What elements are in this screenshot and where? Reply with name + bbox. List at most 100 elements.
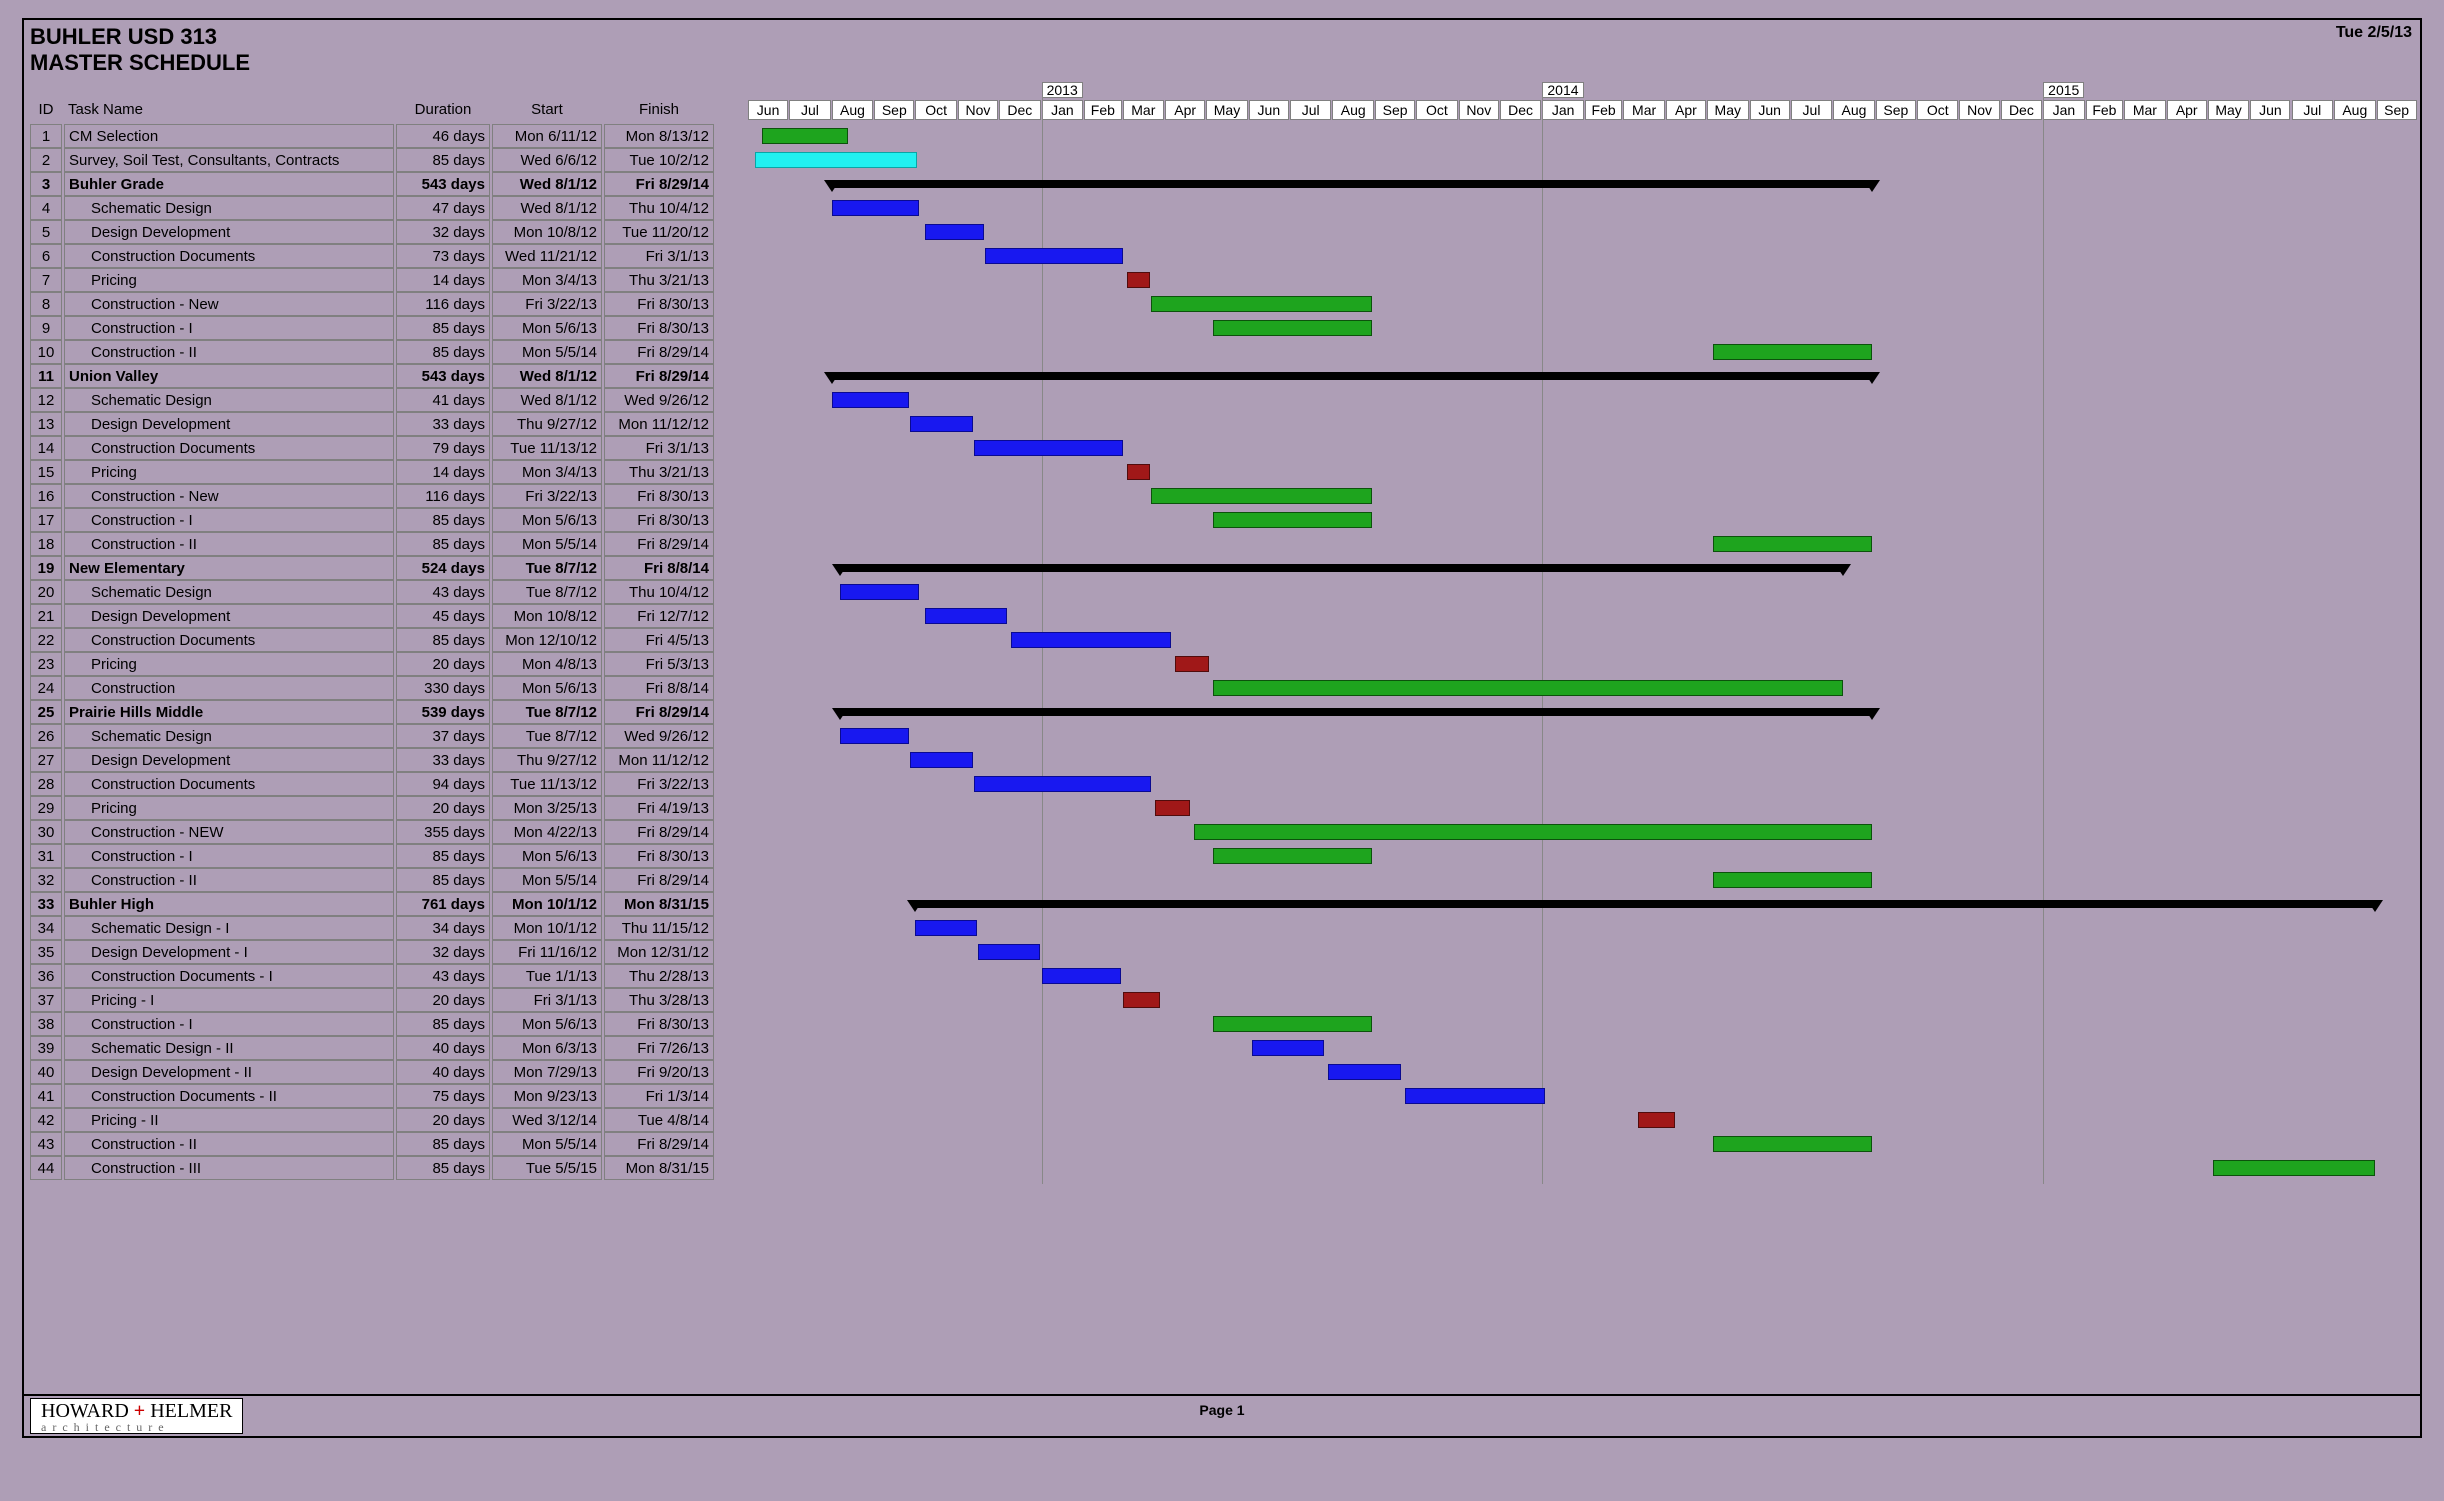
task-bar[interactable] — [1213, 680, 1843, 696]
table-row[interactable]: 3Buhler Grade543 daysWed 8/1/12Fri 8/29/… — [30, 172, 742, 196]
task-bar[interactable] — [2213, 1160, 2375, 1176]
summary-bar[interactable] — [840, 708, 1872, 716]
cell-name: Construction - I — [64, 508, 394, 532]
table-row[interactable]: 13Design Development33 daysThu 9/27/12Mo… — [30, 412, 742, 436]
task-bar[interactable] — [910, 416, 973, 432]
table-row[interactable]: 28Construction Documents94 daysTue 11/13… — [30, 772, 742, 796]
summary-bar[interactable] — [832, 180, 1872, 188]
task-bar[interactable] — [1155, 800, 1189, 816]
task-bar[interactable] — [1213, 848, 1372, 864]
task-bar[interactable] — [762, 128, 848, 144]
table-row[interactable]: 44Construction - III85 daysTue 5/5/15Mon… — [30, 1156, 742, 1180]
table-row[interactable]: 38Construction - I85 daysMon 5/6/13Fri 8… — [30, 1012, 742, 1036]
task-bar[interactable] — [840, 584, 920, 600]
task-bar[interactable] — [925, 224, 984, 240]
task-bar[interactable] — [915, 920, 977, 936]
summary-bar[interactable] — [840, 564, 1843, 572]
table-row[interactable]: 19New Elementary524 daysTue 8/7/12Fri 8/… — [30, 556, 742, 580]
task-bar[interactable] — [1713, 1136, 1872, 1152]
cell-finish: Fri 8/29/14 — [604, 364, 714, 388]
task-bar[interactable] — [1151, 296, 1372, 312]
month-label: Oct — [1917, 100, 1959, 120]
task-bar[interactable] — [1151, 488, 1372, 504]
task-bar[interactable] — [1213, 1016, 1372, 1032]
table-row[interactable]: 42Pricing - II20 daysWed 3/12/14Tue 4/8/… — [30, 1108, 742, 1132]
task-bar[interactable] — [840, 728, 909, 744]
table-row[interactable]: 10Construction - II85 daysMon 5/5/14Fri … — [30, 340, 742, 364]
task-bar[interactable] — [1713, 536, 1872, 552]
table-row[interactable]: 31Construction - I85 daysMon 5/6/13Fri 8… — [30, 844, 742, 868]
table-row[interactable]: 30Construction - NEW355 daysMon 4/22/13F… — [30, 820, 742, 844]
table-row[interactable]: 21Design Development45 daysMon 10/8/12Fr… — [30, 604, 742, 628]
task-bar[interactable] — [1127, 272, 1150, 288]
table-row[interactable]: 15Pricing14 daysMon 3/4/13Thu 3/21/13 — [30, 460, 742, 484]
task-bar[interactable] — [1175, 656, 1209, 672]
table-row[interactable]: 40Design Development - II40 daysMon 7/29… — [30, 1060, 742, 1084]
table-row[interactable]: 36Construction Documents - I43 daysTue 1… — [30, 964, 742, 988]
month-label: Dec — [1500, 100, 1542, 120]
cell-duration: 43 days — [396, 580, 490, 604]
task-bar[interactable] — [974, 440, 1122, 456]
task-bar[interactable] — [1713, 344, 1872, 360]
table-row[interactable]: 37Pricing - I20 daysFri 3/1/13Thu 3/28/1… — [30, 988, 742, 1012]
table-row[interactable]: 12Schematic Design41 daysWed 8/1/12Wed 9… — [30, 388, 742, 412]
cell-name: Design Development — [64, 604, 394, 628]
task-bar[interactable] — [1213, 320, 1372, 336]
task-bar[interactable] — [832, 392, 909, 408]
table-row[interactable]: 41Construction Documents - II75 daysMon … — [30, 1084, 742, 1108]
task-bar[interactable] — [910, 752, 973, 768]
table-row[interactable]: 34Schematic Design - I34 daysMon 10/1/12… — [30, 916, 742, 940]
task-bar[interactable] — [1042, 968, 1122, 984]
task-bar[interactable] — [925, 608, 1007, 624]
table-row[interactable]: 24Construction330 daysMon 5/6/13Fri 8/8/… — [30, 676, 742, 700]
cell-finish: Fri 7/26/13 — [604, 1036, 714, 1060]
table-row[interactable]: 29Pricing20 daysMon 3/25/13Fri 4/19/13 — [30, 796, 742, 820]
table-row[interactable]: 23Pricing20 daysMon 4/8/13Fri 5/3/13 — [30, 652, 742, 676]
table-row[interactable]: 7Pricing14 daysMon 3/4/13Thu 3/21/13 — [30, 268, 742, 292]
task-bar[interactable] — [1328, 1064, 1401, 1080]
table-row[interactable]: 32Construction - II85 daysMon 5/5/14Fri … — [30, 868, 742, 892]
cell-duration: 40 days — [396, 1060, 490, 1084]
table-row[interactable]: 25Prairie Hills Middle539 daysTue 8/7/12… — [30, 700, 742, 724]
task-bar[interactable] — [1713, 872, 1872, 888]
table-row[interactable]: 26Schematic Design37 daysTue 8/7/12Wed 9… — [30, 724, 742, 748]
task-bar[interactable] — [1638, 1112, 1675, 1128]
table-row[interactable]: 4Schematic Design47 daysWed 8/1/12Thu 10… — [30, 196, 742, 220]
cell-name: Construction — [64, 676, 394, 700]
task-bar[interactable] — [1123, 992, 1160, 1008]
table-row[interactable]: 20Schematic Design43 daysTue 8/7/12Thu 1… — [30, 580, 742, 604]
table-row[interactable]: 17Construction - I85 daysMon 5/6/13Fri 8… — [30, 508, 742, 532]
table-row[interactable]: 6Construction Documents73 daysWed 11/21/… — [30, 244, 742, 268]
task-bar[interactable] — [1213, 512, 1372, 528]
table-row[interactable]: 43Construction - II85 daysMon 5/5/14Fri … — [30, 1132, 742, 1156]
table-row[interactable]: 1CM Selection46 daysMon 6/11/12Mon 8/13/… — [30, 124, 742, 148]
task-bar[interactable] — [978, 944, 1040, 960]
task-bar[interactable] — [832, 200, 920, 216]
summary-bar[interactable] — [915, 900, 2375, 908]
table-row[interactable]: 27Design Development33 daysThu 9/27/12Mo… — [30, 748, 742, 772]
table-row[interactable]: 2Survey, Soil Test, Consultants, Contrac… — [30, 148, 742, 172]
summary-bar[interactable] — [832, 372, 1872, 380]
task-bar[interactable] — [1127, 464, 1150, 480]
task-bar[interactable] — [1194, 824, 1872, 840]
table-row[interactable]: 22Construction Documents85 daysMon 12/10… — [30, 628, 742, 652]
table-row[interactable]: 35Design Development - I32 daysFri 11/16… — [30, 940, 742, 964]
cell-name: Construction - New — [64, 292, 394, 316]
table-row[interactable]: 14Construction Documents79 daysTue 11/13… — [30, 436, 742, 460]
cell-name: Schematic Design - I — [64, 916, 394, 940]
task-bar[interactable] — [755, 152, 917, 168]
task-bar[interactable] — [1252, 1040, 1325, 1056]
table-row[interactable]: 8Construction - New116 daysFri 3/22/13Fr… — [30, 292, 742, 316]
task-bar[interactable] — [1405, 1088, 1545, 1104]
table-row[interactable]: 16Construction - New116 daysFri 3/22/13F… — [30, 484, 742, 508]
task-bar[interactable] — [985, 248, 1122, 264]
task-bar[interactable] — [974, 776, 1151, 792]
table-row[interactable]: 33Buhler High761 daysMon 10/1/12Mon 8/31… — [30, 892, 742, 916]
table-row[interactable]: 5Design Development32 daysMon 10/8/12Tue… — [30, 220, 742, 244]
table-row[interactable]: 9Construction - I85 daysMon 5/6/13Fri 8/… — [30, 316, 742, 340]
cell-id: 36 — [30, 964, 62, 988]
task-bar[interactable] — [1011, 632, 1170, 648]
table-row[interactable]: 11Union Valley543 daysWed 8/1/12Fri 8/29… — [30, 364, 742, 388]
table-row[interactable]: 39Schematic Design - II40 daysMon 6/3/13… — [30, 1036, 742, 1060]
table-row[interactable]: 18Construction - II85 daysMon 5/5/14Fri … — [30, 532, 742, 556]
